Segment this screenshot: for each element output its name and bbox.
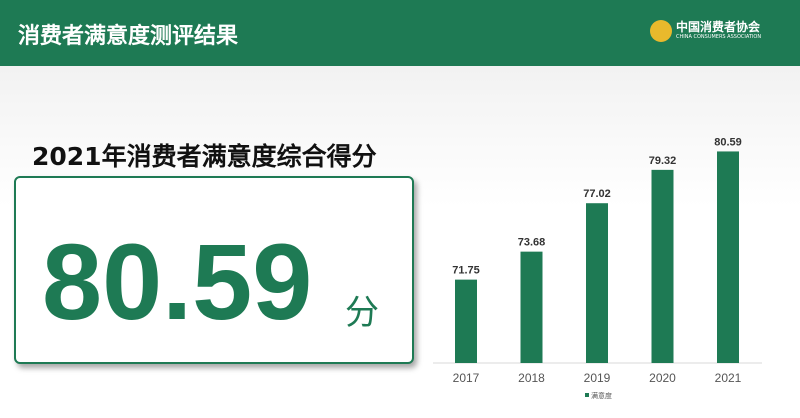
bar <box>455 279 477 363</box>
logo-cn: 中国消费者协会 <box>676 20 761 34</box>
data-label: 73.68 <box>518 237 546 249</box>
tick-label: 2020 <box>649 371 676 385</box>
header: 消费者满意度测评结果 中国消费者协会 CHINA CONSUMERS ASSOC… <box>0 0 800 66</box>
tick-label: 2018 <box>518 371 545 385</box>
data-label: 79.32 <box>649 155 677 167</box>
bar <box>717 151 739 363</box>
legend-label: 满意度 <box>591 391 612 400</box>
data-label: 80.59 <box>714 136 742 148</box>
data-label: 71.75 <box>452 265 480 277</box>
logo-en: CHINA CONSUMERS ASSOCIATION <box>676 34 762 40</box>
tick-label: 2017 <box>453 371 480 385</box>
legend-swatch <box>585 393 589 397</box>
bar <box>586 203 608 363</box>
bar <box>520 251 543 363</box>
score-card <box>14 176 414 364</box>
subtitle: 2021年消费者满意度综合得分 <box>32 142 377 171</box>
score-value: 80.59 <box>42 221 313 342</box>
seal-icon <box>650 20 672 42</box>
score-unit: 分 <box>345 293 379 333</box>
bar <box>651 169 674 363</box>
data-label: 77.02 <box>583 188 611 200</box>
tick-label: 2021 <box>715 371 742 385</box>
logo: 中国消费者协会 CHINA CONSUMERS ASSOCIATION <box>650 20 761 42</box>
tick-label: 2019 <box>584 371 611 385</box>
page-title: 消费者满意度测评结果 <box>18 24 239 49</box>
